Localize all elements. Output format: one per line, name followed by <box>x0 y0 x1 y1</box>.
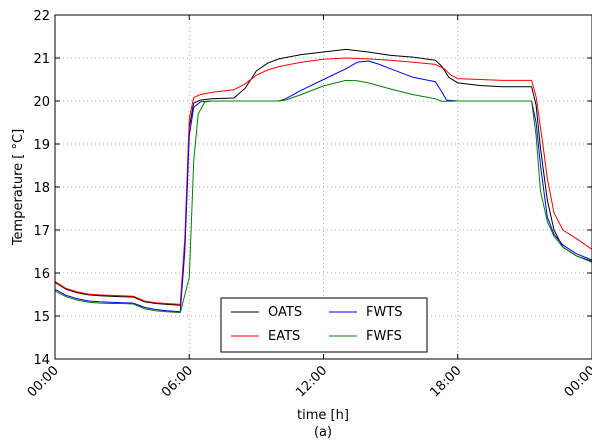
series-line-eats <box>54 57 592 305</box>
x-axis-label: time [h] <box>297 408 349 423</box>
y-axis-label: Temperature [ °C] <box>11 129 26 246</box>
legend-label: FWFS <box>366 329 402 344</box>
y-tick-label: 21 <box>33 52 50 67</box>
legend-label: FWTS <box>366 305 403 320</box>
series-line-oats <box>54 48 592 306</box>
series-line-fwts <box>54 60 592 313</box>
y-tick-label: 14 <box>33 353 50 368</box>
series-group <box>54 48 592 314</box>
legend: OATS EATS FWTS FWFS <box>220 297 428 353</box>
y-tick-label: 17 <box>33 224 50 239</box>
y-tick-label: 18 <box>33 181 50 196</box>
legend-label: EATS <box>268 329 300 344</box>
legend-box <box>220 297 428 353</box>
series-line-fwfs <box>54 79 592 314</box>
legend-label: OATS <box>268 305 302 320</box>
y-tick-label: 15 <box>33 310 50 325</box>
y-tick-label: 19 <box>33 138 50 153</box>
caption: (a) <box>314 425 332 440</box>
y-tick-label: 16 <box>33 267 50 282</box>
y-tick-label: 22 <box>33 9 50 24</box>
y-tick-label: 20 <box>33 95 50 110</box>
